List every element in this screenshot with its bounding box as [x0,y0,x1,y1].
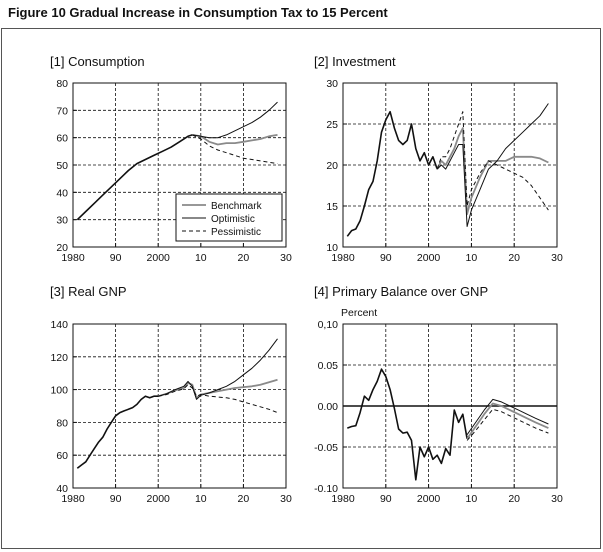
x-tick-label: 1980 [61,252,85,264]
x-tick-label: 20 [508,493,520,505]
y-tick-label: 70 [56,105,68,117]
y-tick-label: 0.05 [318,360,339,372]
series-line-benchmark [192,134,278,146]
series-line-optimistic [192,101,278,139]
series-line-benchmark [466,402,549,440]
x-tick-label: 2000 [147,493,171,505]
legend-label: Pessimistic [211,227,261,238]
x-tick-label: 2000 [147,252,171,264]
x-tick-label: 10 [466,252,478,264]
series-line-optimistic [436,103,549,227]
y-tick-label: 0.00 [318,401,339,413]
y-tick-label: 40 [56,187,68,199]
series-line-optimistic [466,398,549,435]
x-tick-label: 1980 [331,493,355,505]
y-tick-label: 50 [56,160,68,172]
y-tick-label: 80 [56,78,68,90]
y-tick-label: 120 [50,352,68,364]
chart-title: [4] Primary Balance over GNP [314,284,488,299]
series-line-pessimistic [158,384,278,414]
x-tick-label: 10 [195,493,207,505]
y-tick-label: 80 [56,417,68,429]
y-tick-label: 40 [56,483,68,495]
x-tick-label: 90 [380,252,392,264]
chart-investment: [2] Investment 10 15 20 25 30 1980 90 2000 10 20 30 [314,54,563,264]
x-tick-label: 20 [238,252,250,264]
x-tick-label: 30 [551,252,563,264]
y-tick-label: 60 [56,133,68,145]
y-tick-label: 0,10 [318,319,339,331]
y-tick-label: 20 [326,160,338,172]
chart-real-gnp: [3] Real GNP 40 60 80 100 120 140 1980 90 2000 10 2… [50,284,292,505]
chart-primary-balance: [4] Primary Balance over GNP Percent -0.10… [314,284,563,505]
series-line-history [76,395,159,469]
chart-consumption: [1] Consumption 20 30 40 50 60 70 80 1980 90 2000 1… [50,54,292,264]
legend-label: Optimistic [211,214,255,225]
y-tick-label: 140 [50,319,68,331]
x-tick-label: 90 [110,252,122,264]
x-tick-label: 90 [380,493,392,505]
x-tick-label: 20 [238,493,250,505]
x-tick-label: 30 [280,252,292,264]
chart-title: [1] Consumption [50,54,145,69]
x-tick-label: 20 [508,252,520,264]
figure-frame [1,28,601,549]
series-line-benchmark [436,127,549,216]
x-tick-label: 30 [551,493,563,505]
chart-title: [3] Real GNP [50,284,127,299]
x-tick-label: 10 [195,252,207,264]
series-line-history [346,110,438,237]
chart-title: [2] Investment [314,54,396,69]
y-tick-label: -0.05 [314,442,338,454]
series-line-history [76,134,193,221]
series-line-history [347,368,468,481]
x-tick-label: 10 [466,493,478,505]
y-tick-label: 30 [326,78,338,90]
series-line-optimistic [158,338,278,400]
y-tick-label: 100 [50,385,68,397]
series-line-pessimistic [466,408,549,441]
unit-label: Percent [341,307,377,319]
y-tick-label: 25 [326,119,338,131]
y-tick-label: -0.10 [314,483,338,495]
x-tick-label: 30 [280,493,292,505]
legend-label: Benchmark [211,201,263,212]
y-tick-label: 60 [56,450,68,462]
y-tick-label: 20 [56,242,68,254]
figure-title: Figure 10 Gradual Increase in Consumptio… [8,5,388,20]
x-tick-label: 1980 [61,493,85,505]
x-tick-label: 90 [110,493,122,505]
x-tick-label: 2000 [417,252,441,264]
plot-frame [72,323,287,489]
y-tick-label: 30 [56,215,68,227]
y-tick-label: 15 [326,201,338,213]
x-tick-label: 1980 [331,252,355,264]
x-tick-label: 2000 [417,493,441,505]
y-tick-label: 10 [326,242,338,254]
series-line-pessimistic [192,134,278,165]
